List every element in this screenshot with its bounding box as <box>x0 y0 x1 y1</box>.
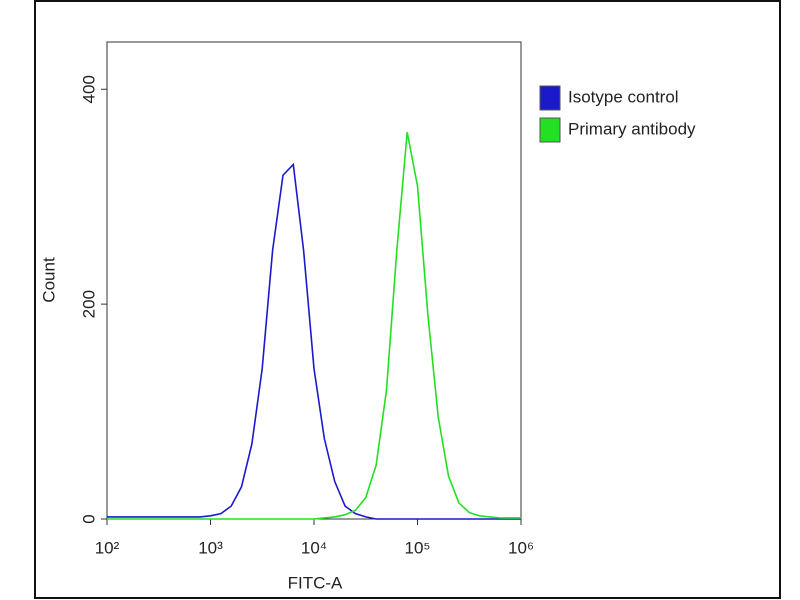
legend-swatch <box>539 117 561 143</box>
x-axis-label: FITC-A <box>288 573 343 592</box>
x-tick-label: 10² <box>95 538 120 557</box>
y-axis-label: Count <box>39 257 58 303</box>
outer-frame <box>34 0 781 599</box>
plot-frame <box>106 41 522 520</box>
x-tick-label: 10⁵ <box>405 538 431 557</box>
y-tick-label: 400 <box>79 75 98 103</box>
x-tick-label: 10³ <box>198 538 223 557</box>
y-tick-label: 200 <box>79 290 98 318</box>
legend-label: Isotype control <box>568 87 679 106</box>
x-tick-label: 10⁶ <box>508 538 534 557</box>
legend-swatch <box>539 85 561 111</box>
y-tick-label: 0 <box>79 514 98 523</box>
series-line <box>107 132 521 520</box>
legend-label: Primary antibody <box>568 119 696 138</box>
x-tick-label: 10⁴ <box>301 538 327 557</box>
series-line <box>107 162 521 520</box>
